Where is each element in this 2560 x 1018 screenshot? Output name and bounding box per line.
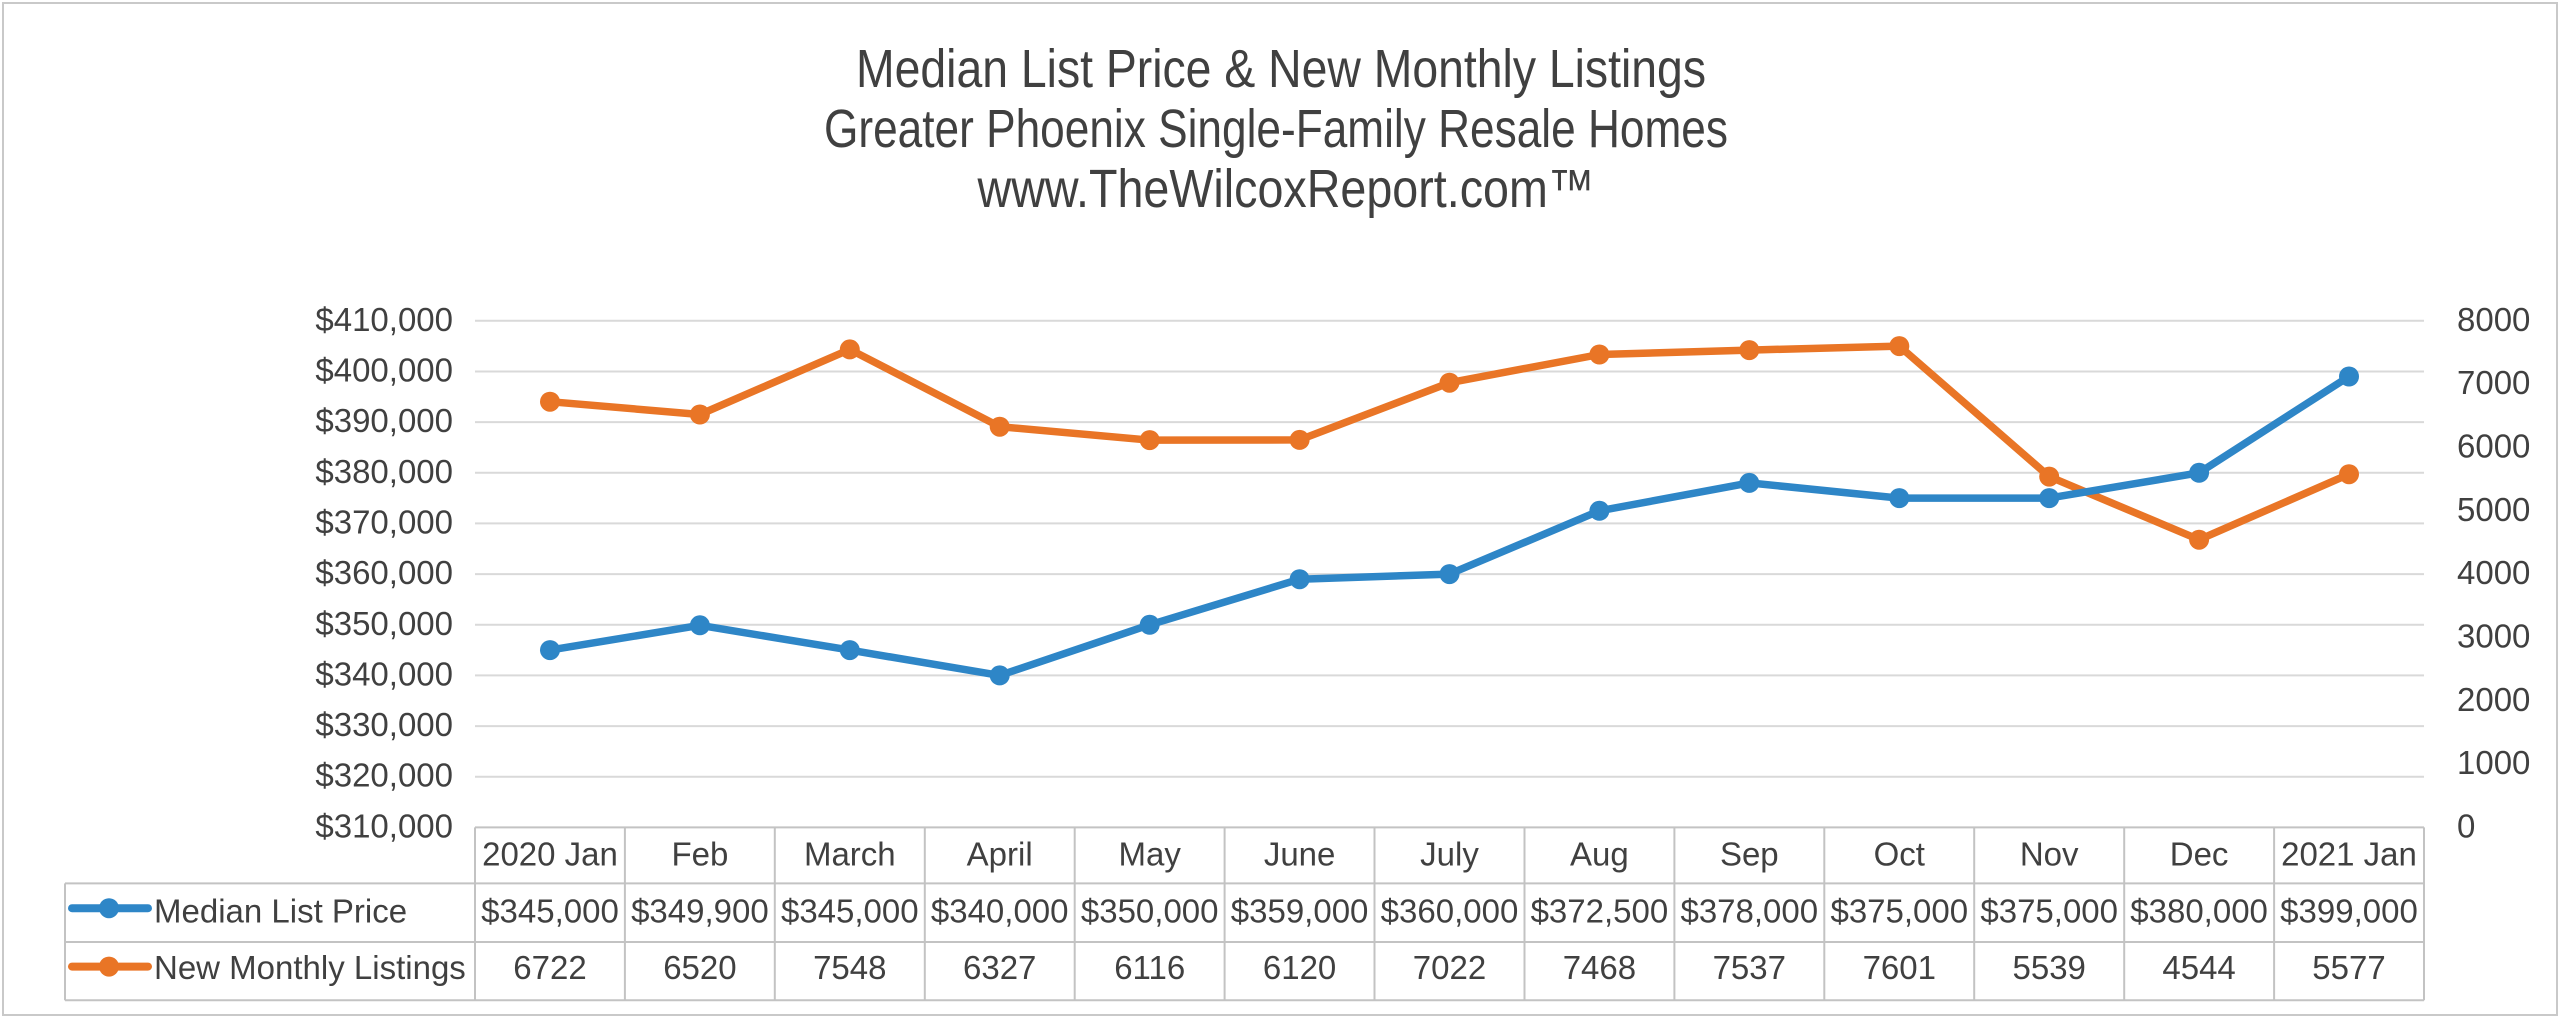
svg-text:$350,000: $350,000 xyxy=(315,605,453,642)
svg-text:New Monthly Listings: New Monthly Listings xyxy=(154,949,466,986)
svg-text:$330,000: $330,000 xyxy=(315,706,453,743)
svg-text:1000: 1000 xyxy=(2457,744,2530,781)
svg-text:Aug: Aug xyxy=(1570,835,1629,872)
svg-text:7601: 7601 xyxy=(1863,949,1936,986)
svg-text:2000: 2000 xyxy=(2457,681,2530,718)
svg-text:$350,000: $350,000 xyxy=(1081,893,1219,930)
svg-text:$372,500: $372,500 xyxy=(1531,893,1669,930)
svg-text:6327: 6327 xyxy=(963,949,1036,986)
svg-text:4000: 4000 xyxy=(2457,554,2530,591)
svg-text:$380,000: $380,000 xyxy=(2130,893,2268,930)
svg-text:$345,000: $345,000 xyxy=(781,893,919,930)
svg-text:Feb: Feb xyxy=(671,835,728,872)
svg-text:$340,000: $340,000 xyxy=(315,655,453,692)
svg-text:$400,000: $400,000 xyxy=(315,352,453,389)
svg-text:5577: 5577 xyxy=(2312,949,2385,986)
svg-text:July: July xyxy=(1420,835,1479,872)
svg-text:3000: 3000 xyxy=(2457,617,2530,654)
svg-text:5539: 5539 xyxy=(2012,949,2085,986)
svg-text:Median List Price & New Monthl: Median List Price & New Monthly Listings xyxy=(856,39,1706,99)
svg-text:$349,900: $349,900 xyxy=(631,893,769,930)
svg-text:7548: 7548 xyxy=(813,949,886,986)
svg-text:March: March xyxy=(804,835,896,872)
svg-text:7022: 7022 xyxy=(1413,949,1486,986)
svg-text:$390,000: $390,000 xyxy=(315,402,453,439)
svg-text:Oct: Oct xyxy=(1874,835,1925,872)
svg-text:$375,000: $375,000 xyxy=(1830,893,1968,930)
svg-text:2020 Jan: 2020 Jan xyxy=(482,835,618,872)
svg-text:$380,000: $380,000 xyxy=(315,453,453,490)
svg-text:6722: 6722 xyxy=(513,949,586,986)
svg-text:$375,000: $375,000 xyxy=(1980,893,2118,930)
svg-text:April: April xyxy=(967,835,1033,872)
svg-text:7537: 7537 xyxy=(1713,949,1786,986)
svg-text:$320,000: $320,000 xyxy=(315,757,453,794)
svg-text:Dec: Dec xyxy=(2170,835,2229,872)
svg-text:$360,000: $360,000 xyxy=(1381,893,1519,930)
svg-text:6116: 6116 xyxy=(1114,949,1185,986)
svg-text:May: May xyxy=(1119,835,1182,872)
svg-text:$370,000: $370,000 xyxy=(315,503,453,540)
svg-text:$310,000: $310,000 xyxy=(315,807,453,844)
svg-text:$345,000: $345,000 xyxy=(481,893,619,930)
svg-text:8000: 8000 xyxy=(2457,301,2530,338)
svg-text:4544: 4544 xyxy=(2162,949,2235,986)
svg-text:June: June xyxy=(1264,835,1336,872)
svg-text:$378,000: $378,000 xyxy=(1680,893,1818,930)
svg-text:0: 0 xyxy=(2457,807,2475,844)
svg-text:7000: 7000 xyxy=(2457,364,2530,401)
svg-text:Median List Price: Median List Price xyxy=(154,893,407,930)
svg-text:$359,000: $359,000 xyxy=(1231,893,1369,930)
svg-text:2021 Jan: 2021 Jan xyxy=(2281,835,2417,872)
svg-text:www.TheWilcoxReport.com™: www.TheWilcoxReport.com™ xyxy=(977,159,1595,219)
svg-text:$340,000: $340,000 xyxy=(931,893,1069,930)
svg-text:$410,000: $410,000 xyxy=(315,301,453,338)
svg-text:6120: 6120 xyxy=(1263,949,1336,986)
svg-text:$399,000: $399,000 xyxy=(2280,893,2418,930)
svg-text:$360,000: $360,000 xyxy=(315,554,453,591)
svg-text:Sep: Sep xyxy=(1720,835,1779,872)
svg-text:Greater Phoenix Single-Family: Greater Phoenix Single-Family Resale Hom… xyxy=(824,99,1728,159)
svg-text:7468: 7468 xyxy=(1563,949,1636,986)
svg-text:Nov: Nov xyxy=(2020,835,2079,872)
svg-text:5000: 5000 xyxy=(2457,491,2530,528)
svg-text:6520: 6520 xyxy=(663,949,736,986)
svg-text:6000: 6000 xyxy=(2457,427,2530,464)
